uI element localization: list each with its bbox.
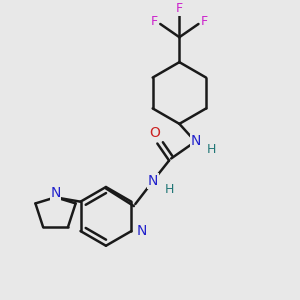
Text: F: F [201, 14, 208, 28]
Text: H: H [207, 143, 216, 156]
Text: N: N [50, 186, 61, 200]
Text: N: N [190, 134, 201, 148]
Text: F: F [176, 2, 183, 15]
Text: H: H [164, 183, 174, 196]
Text: N: N [136, 224, 147, 238]
Text: O: O [149, 126, 160, 140]
Text: N: N [148, 174, 158, 188]
Text: F: F [151, 14, 158, 28]
